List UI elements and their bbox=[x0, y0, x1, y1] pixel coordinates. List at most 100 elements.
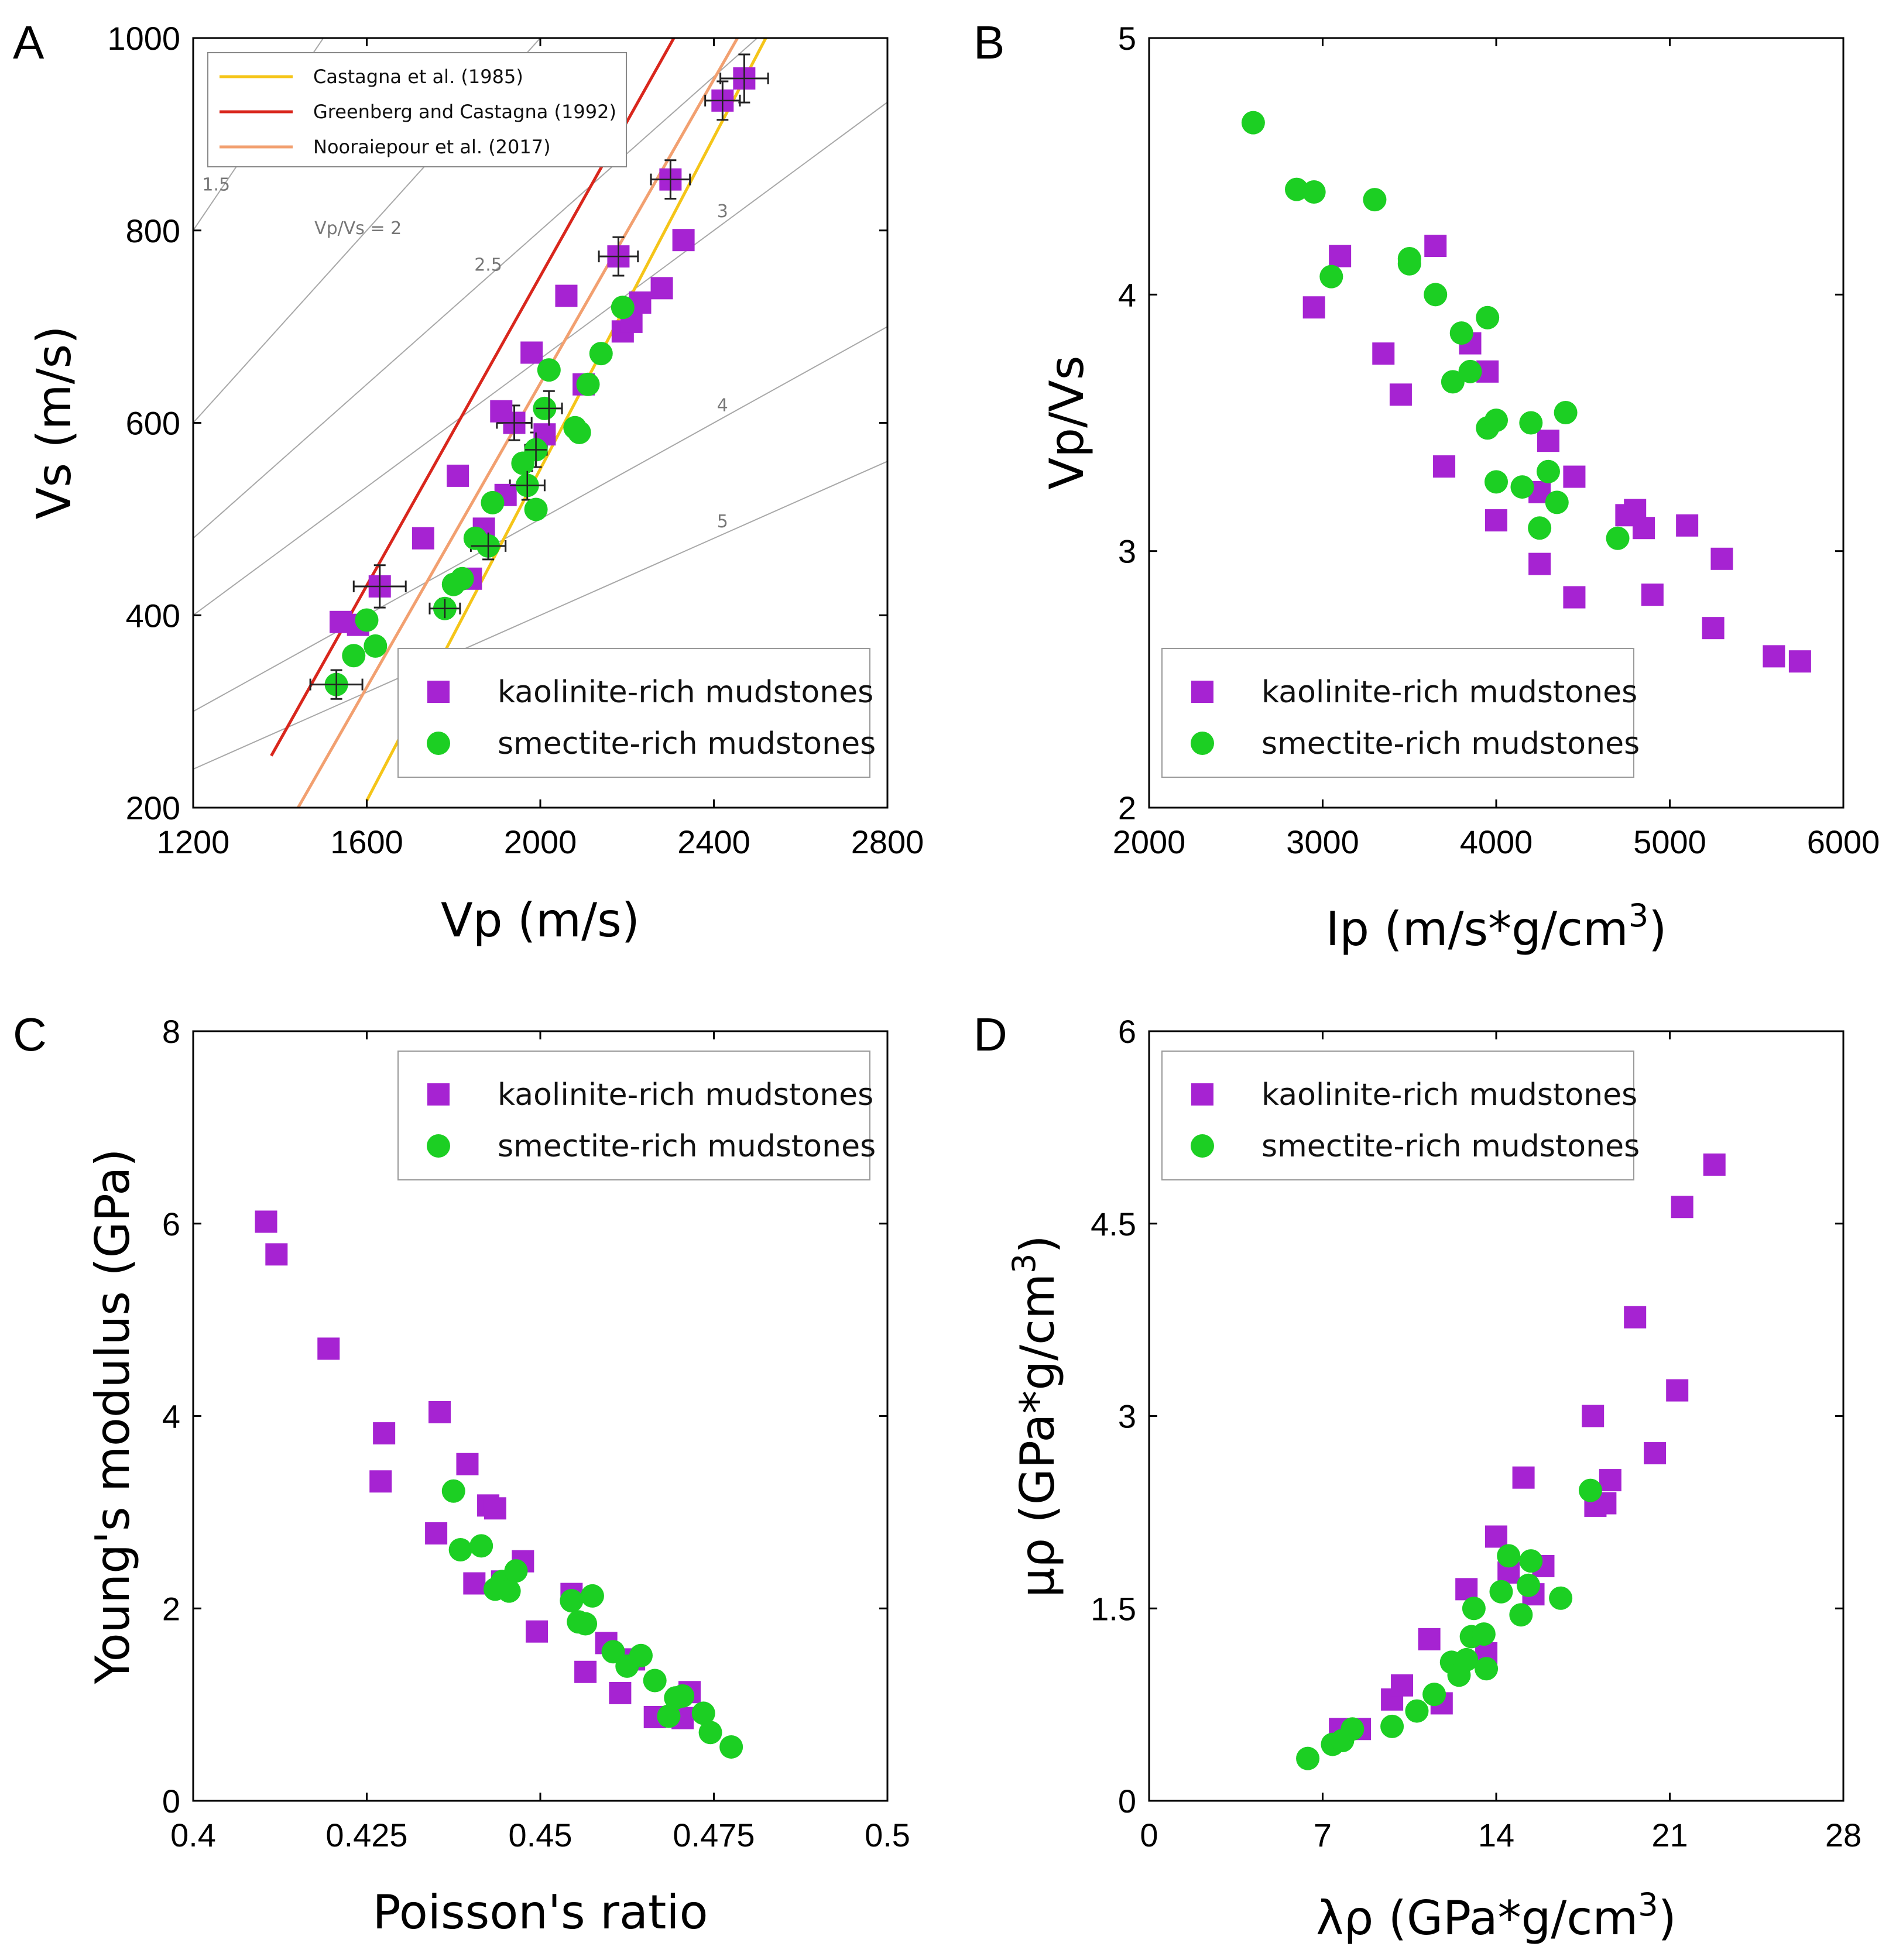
kaolinite-point bbox=[1788, 650, 1811, 673]
x-tick-label: 2400 bbox=[677, 823, 750, 860]
kaolinite-point bbox=[1537, 430, 1559, 452]
smectite-point bbox=[355, 608, 379, 632]
series-legend: kaolinite-rich mudstones smectite-rich mu… bbox=[1161, 648, 1640, 778]
smectite-point bbox=[671, 1684, 695, 1708]
smectite-point bbox=[1449, 321, 1473, 345]
kaolinite-point bbox=[1633, 517, 1655, 540]
smectite-point bbox=[1536, 459, 1560, 483]
panel-a-xlabel: Vp (m/s) bbox=[441, 893, 640, 948]
y-tick-label: 4 bbox=[162, 1398, 180, 1435]
y-tick-label: 400 bbox=[126, 597, 180, 634]
smectite-point bbox=[1578, 1478, 1602, 1502]
x-tick-label: 1600 bbox=[330, 823, 403, 860]
smectite-point bbox=[589, 342, 613, 366]
smectite-point bbox=[1485, 470, 1508, 494]
kaolinite-point bbox=[1582, 1405, 1605, 1427]
kaolinite-point bbox=[520, 341, 543, 364]
kaolinite-point bbox=[1455, 1578, 1478, 1601]
kaolinite-point bbox=[526, 1620, 548, 1643]
smectite-point bbox=[1319, 265, 1343, 289]
smectite-point bbox=[1458, 359, 1482, 383]
x-tick-label: 0.475 bbox=[673, 1817, 755, 1853]
kaolinite-point bbox=[1763, 645, 1785, 668]
legend-smectite-label: smectite-rich mudstones bbox=[498, 1129, 876, 1164]
y-tick-label: 1.5 bbox=[1091, 1590, 1136, 1627]
vpvs-isoline-label: 3 bbox=[717, 201, 728, 222]
smectite-point bbox=[1545, 490, 1569, 514]
error-bar-overlay bbox=[496, 405, 532, 441]
kaolinite-point bbox=[1528, 552, 1551, 575]
error-bar-overlay bbox=[651, 160, 690, 199]
kaolinite-point bbox=[1485, 509, 1507, 532]
smectite-point bbox=[537, 358, 561, 382]
legend-smectite-marker bbox=[427, 1134, 450, 1158]
kaolinite-point bbox=[373, 1422, 396, 1445]
legend-kaolinite-marker bbox=[1191, 1083, 1213, 1106]
x-tick-label: 2000 bbox=[1113, 823, 1186, 860]
smectite-point bbox=[469, 1534, 493, 1558]
panel-b: B 2000 3000 4000 5000 6000 2 3 4 5 Ip (m/s*g/cm3… bbox=[973, 16, 1880, 956]
kaolinite-point bbox=[1512, 1466, 1535, 1489]
kaolinite-point bbox=[1433, 455, 1456, 478]
vpvs-isoline-label: 5 bbox=[717, 512, 728, 532]
y-tick-label: 200 bbox=[126, 790, 180, 826]
error-bar-overlay bbox=[354, 565, 406, 608]
y-tick-label: 8 bbox=[162, 1013, 180, 1050]
x-tick-label: 4000 bbox=[1460, 823, 1533, 860]
x-tick-label: 2800 bbox=[851, 823, 924, 860]
smectite-point bbox=[441, 1479, 465, 1503]
legend-kaolinite-marker bbox=[427, 1083, 450, 1106]
smectite-point bbox=[1489, 1580, 1513, 1604]
series-legend: kaolinite-rich mudstones smectite-rich mu… bbox=[397, 648, 876, 778]
legend-kaolinite-label: kaolinite-rich mudstones bbox=[498, 675, 873, 710]
kaolinite-point bbox=[1485, 1525, 1507, 1548]
kaolinite-point bbox=[447, 464, 469, 487]
kaolinite-point bbox=[1671, 1196, 1693, 1218]
error-bar-overlay bbox=[310, 670, 363, 699]
vpvs-isoline-label: 1.5 bbox=[202, 175, 230, 195]
smectite-point bbox=[1509, 1603, 1533, 1627]
smectite-point bbox=[448, 1537, 472, 1561]
smectite-point bbox=[364, 634, 388, 658]
smectite-point bbox=[1510, 475, 1534, 499]
x-tick-label: 21 bbox=[1651, 1817, 1688, 1853]
smectite-point bbox=[1296, 1746, 1320, 1770]
data-points bbox=[310, 54, 769, 699]
smectite-point bbox=[1285, 177, 1309, 201]
kaolinite-point bbox=[1389, 383, 1412, 406]
smectite-point bbox=[524, 497, 548, 521]
legend-kaolinite-marker bbox=[427, 681, 450, 703]
smectite-point bbox=[1341, 1717, 1365, 1741]
error-bar-overlay bbox=[525, 432, 547, 468]
smectite-point bbox=[1241, 111, 1265, 135]
y-tick-label: 6 bbox=[1118, 1013, 1136, 1050]
vpvs-isoline-label: 2.5 bbox=[474, 255, 502, 276]
x-tick-label: 28 bbox=[1825, 1817, 1861, 1853]
smectite-point bbox=[580, 1584, 604, 1608]
y-tick-label: 800 bbox=[126, 212, 180, 249]
y-tick-label: 0 bbox=[162, 1783, 180, 1820]
legend-smectite-label: smectite-rich mudstones bbox=[498, 726, 876, 761]
trend-legend-label: Nooraiepour et al. (2017) bbox=[313, 136, 551, 158]
panel-d-label: D bbox=[973, 1008, 1007, 1060]
error-bar-overlay bbox=[510, 471, 545, 500]
smectite-point bbox=[1485, 409, 1508, 432]
kaolinite-point bbox=[456, 1453, 479, 1475]
error-bar-overlay bbox=[705, 81, 740, 120]
x-tick-label: 3000 bbox=[1286, 823, 1359, 860]
smectite-point bbox=[1363, 188, 1387, 212]
legend-kaolinite-marker bbox=[1191, 681, 1213, 703]
y-tick-label: 1000 bbox=[107, 20, 180, 57]
kaolinite-point bbox=[1710, 547, 1733, 570]
legend-smectite-marker bbox=[1191, 732, 1214, 755]
kaolinite-point bbox=[609, 1681, 632, 1704]
smectite-point bbox=[1397, 252, 1421, 276]
panel-d-xlabel: λρ (GPa*g/cm3) bbox=[1316, 1886, 1677, 1945]
smectite-point bbox=[1380, 1714, 1404, 1738]
kaolinite-point bbox=[1329, 245, 1352, 267]
kaolinite-point bbox=[672, 229, 695, 252]
kaolinite-point bbox=[412, 527, 434, 550]
smectite-point bbox=[657, 1704, 681, 1728]
kaolinite-point bbox=[1563, 586, 1586, 609]
